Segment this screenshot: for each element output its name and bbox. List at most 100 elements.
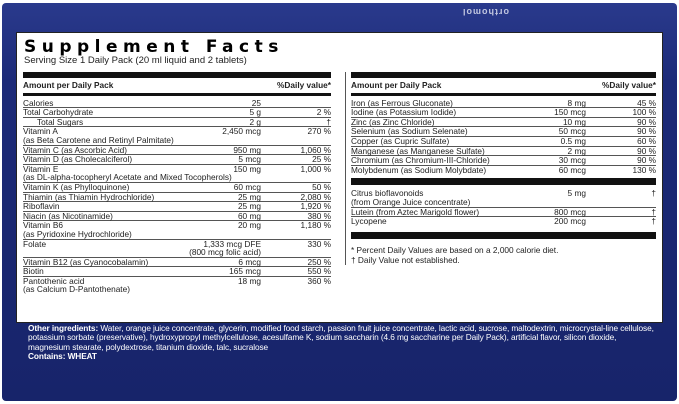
nutrient-dv: 270 % xyxy=(307,126,331,137)
nutrient-name: Iron (as Ferrous Gluconate) xyxy=(351,97,453,108)
nutrient-row: Thiamin (as Thiamin Hydrochloride) 25 mg 2… xyxy=(23,191,331,203)
nutrient-row: Selenium (as Sodium Selenate) 50 mcg 90 % xyxy=(351,127,656,137)
nutrient-amount: 25 xyxy=(251,97,261,108)
nutrient-name: Vitamin B12 (as Cyanocobalamin) xyxy=(23,256,149,267)
nutrient-dv: 2,080 % xyxy=(300,191,331,202)
nutrient-amount: 800 mcg xyxy=(554,206,586,217)
nutrient-name: Niacin (as Nicotinamide) xyxy=(23,210,113,221)
nutrient-row: Total Carbohydrate 5 g 2 % xyxy=(23,108,331,118)
nutrient-name: Folate xyxy=(23,238,47,249)
nutrient-row: Total Sugars 2 g † xyxy=(23,118,331,128)
nutrient-amount: 950 mg xyxy=(233,144,261,155)
nutrient-source xyxy=(504,198,586,207)
footnote: * Percent Daily Values are based on a 2,… xyxy=(351,244,559,255)
nutrient-amount: 2 mg xyxy=(567,145,586,156)
nutrient-source: (as Pyridoxine Hydrochloride) xyxy=(23,228,132,239)
nutrient-dv: † xyxy=(651,188,656,199)
ingredients-label: Other ingredients: xyxy=(28,323,99,333)
nutrient-row: Zinc (as Zinc Chloride) 10 mg 90 % xyxy=(351,118,656,128)
nutrient-row: Vitamin D (as Cholecalciferol) 5 mcg 25 % xyxy=(23,155,331,165)
divider-bar xyxy=(351,178,656,186)
nutrient-source xyxy=(179,230,261,239)
nutrient-row: Copper (as Cupric Sulfate) 0.5 mg 60 % xyxy=(351,137,656,147)
nutrient-name: Citrus bioflavonoids xyxy=(351,188,424,199)
divider-bar xyxy=(23,72,331,78)
nutrient-row: Lycopene 200 mcg † xyxy=(351,217,656,226)
nutrient-name: Selenium (as Sodium Selenate) xyxy=(351,126,468,137)
nutrient-row: Vitamin B12 (as Cyanocobalamin) 6 mcg 250 … xyxy=(23,258,331,268)
nutrient-dv: 1,000 % xyxy=(300,163,331,174)
nutrient-dv: 2 % xyxy=(316,107,331,118)
nutrient-amount: 150 mg xyxy=(233,163,261,174)
nutrient-source xyxy=(261,136,331,145)
nutrient-dv: 550 % xyxy=(307,266,331,277)
nutrient-name: Pantothenic acid xyxy=(23,275,85,286)
nutrient-row: Vitamin B6 20 mg 1,180 % (as Pyridoxine Hyd… xyxy=(23,220,331,240)
nutrient-name: Vitamin E xyxy=(23,163,59,174)
nutrient-amount: 165 mcg xyxy=(229,266,261,277)
nutrient-dv: 100 % xyxy=(632,107,656,118)
nutrient-amount: 2,450 mcg xyxy=(222,126,261,137)
nutrient-source xyxy=(179,136,261,145)
nutrient-amount: 200 mcg xyxy=(554,216,586,227)
nutrient-dv: 90 % xyxy=(637,145,656,156)
nutrient-dv: 90 % xyxy=(637,116,656,127)
nutrient-dv: 90 % xyxy=(637,155,656,166)
nutrient-name: Vitamin B6 xyxy=(23,220,63,231)
nutrient-amount: 60 mg xyxy=(237,210,261,221)
nutrient-name: Vitamin K (as Phylloquinone) xyxy=(23,181,130,192)
nutrient-source xyxy=(586,198,656,207)
ingredients-text: Water, orange juice concentrate, glyceri… xyxy=(28,323,654,352)
nutrient-row: Citrus bioflavonoids 5 mg † (from Orange Ju… xyxy=(351,188,656,208)
nutrient-row: Iron (as Ferrous Gluconate) 8 mg 45 % xyxy=(351,97,656,109)
nutrient-dv: 250 % xyxy=(307,256,331,267)
nutrient-name: Riboflavin xyxy=(23,201,60,212)
nutrient-row: Niacin (as Nicotinamide) 60 mg 380 % xyxy=(23,212,331,222)
right-column: Amount per Daily Pack %Daily value* Iron … xyxy=(345,72,656,265)
nutrient-row: Lutein (from Aztec Marigold flower) 800 m… xyxy=(351,206,656,218)
nutrient-amount: 60 mcg xyxy=(233,181,261,192)
nutrient-name: Total Carbohydrate xyxy=(23,107,94,118)
footnote: † Daily Value not established. xyxy=(351,254,460,265)
column-header: Amount per Daily Pack %Daily value* xyxy=(351,80,656,96)
nutrient-amount: 0.5 mg xyxy=(560,135,586,146)
nutrient-dv: 60 % xyxy=(637,135,656,146)
nutrient-source xyxy=(232,173,314,182)
nutrient-dv: 330 % xyxy=(307,238,331,249)
nutrient-source xyxy=(261,285,331,294)
panel-title: Supplement Facts xyxy=(24,37,284,57)
nutrient-row: Pantothenic acid 18 mg 360 % (as Calcium D-… xyxy=(23,277,331,294)
divider-bar xyxy=(351,231,656,239)
nutrient-name: Biotin xyxy=(23,266,44,277)
nutrient-source xyxy=(179,285,261,294)
nutrient-source: (as Calcium D-Pantothenate) xyxy=(23,284,130,295)
nutrient-name: Manganese (as Manganese Sulfate) xyxy=(351,145,485,156)
nutrient-dv: 90 % xyxy=(637,126,656,137)
serving-size: Serving Size 1 Daily Pack (20 ml liquid … xyxy=(24,55,247,66)
nutrient-name: Thiamin (as Thiamin Hydrochloride) xyxy=(23,191,155,202)
nutrient-dv: † xyxy=(651,216,656,227)
nutrient-row: Molybdenum (as Sodium Molybdate) 60 mcg 13… xyxy=(351,166,656,175)
nutrient-amount: 5 mcg xyxy=(238,154,261,165)
nutrient-name: Chromium (as Chromium-III-Chloride) xyxy=(351,155,490,166)
product-box: orthomol Supplement Facts Serving Size 1… xyxy=(2,3,677,401)
nutrient-amount: 6 mcg xyxy=(238,256,261,267)
nutrient-amount: 150 mcg xyxy=(554,107,586,118)
nutrient-amount: 10 mg xyxy=(562,116,586,127)
divider-bar xyxy=(351,72,656,78)
dv-header: %Daily value* xyxy=(277,80,331,90)
nutrient-dv: † xyxy=(651,206,656,217)
nutrient-dv: 1,920 % xyxy=(300,201,331,212)
nutrient-source: (from Orange Juice concentrate) xyxy=(351,196,471,207)
nutrient-name: Vitamin A xyxy=(23,126,58,137)
nutrient-row: Manganese (as Manganese Sulfate) 2 mg 90 % xyxy=(351,145,656,157)
nutrient-dv: 50 % xyxy=(312,181,331,192)
nutrient-dv: 1,060 % xyxy=(300,144,331,155)
nutrient-name: Zinc (as Zinc Chloride) xyxy=(351,116,435,127)
column-header: Amount per Daily Pack %Daily value* xyxy=(23,80,331,96)
nutrient-amount: 50 mcg xyxy=(558,126,586,137)
nutrient-row: Iodine (as Potassium Iodide) 150 mcg 100 % xyxy=(351,108,656,118)
nutrient-row: Folate 1,333 mcg DFE 330 % (800 mcg folic a… xyxy=(23,238,331,258)
nutrient-row: Vitamin C (as Ascorbic Acid) 950 mg 1,060 … xyxy=(23,144,331,156)
nutrient-row: Chromium (as Chromium-III-Chloride) 30 mc… xyxy=(351,156,656,166)
